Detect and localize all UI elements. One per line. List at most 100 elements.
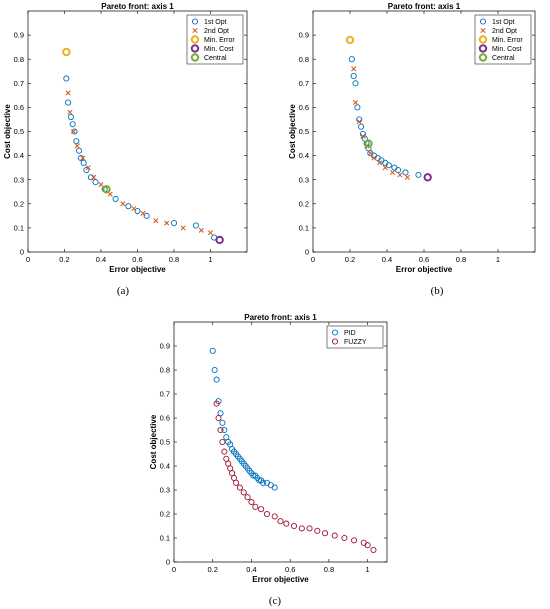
data-points [62, 47, 224, 245]
x-tick-label: 0 [172, 565, 176, 574]
data-point [232, 479, 240, 486]
data-point [69, 121, 76, 128]
legend-label: Min. Cost [492, 46, 522, 53]
data-point [415, 171, 422, 178]
y-tick-label: 0.3 [14, 175, 24, 184]
caption-c: (c) [269, 595, 282, 607]
data-point [215, 235, 224, 245]
x-tick-label: 1 [366, 565, 370, 574]
data-point [348, 56, 355, 63]
data-point [67, 113, 74, 121]
data-point [385, 162, 392, 169]
chart-title: Pareto front: axis 1 [244, 313, 317, 322]
data-point [306, 525, 313, 532]
data-point [207, 230, 214, 236]
data-point [164, 220, 170, 226]
data-point [364, 542, 371, 549]
x-tick-label: 0.4 [246, 565, 256, 574]
caption-a: (a) [117, 285, 130, 297]
caption-b: (b) [431, 285, 444, 297]
x-marker-stroke [382, 165, 388, 171]
data-points [209, 347, 377, 554]
data-point [91, 174, 97, 180]
x-marker-stroke [71, 128, 77, 135]
x-marker-stroke [367, 150, 373, 156]
data-point [125, 203, 132, 210]
data-point [377, 160, 383, 166]
y-tick-label: 0.3 [299, 175, 309, 184]
x-axis-label: Error objective [396, 265, 453, 274]
data-point [244, 494, 251, 501]
x-marker-stroke [85, 165, 91, 171]
x-tick-label: 0.8 [456, 255, 466, 264]
x-marker-stroke [371, 155, 377, 161]
data-point [74, 143, 80, 149]
x-tick-label: 0.2 [208, 565, 218, 574]
x-tick-label: 0.8 [324, 565, 334, 574]
legend-marker [331, 329, 339, 336]
x-marker-stroke [360, 133, 366, 139]
x-tick-label: 1 [496, 255, 500, 264]
legend-marker [331, 338, 339, 345]
legend-box [186, 14, 244, 65]
data-point [71, 128, 78, 135]
legend-marker [191, 18, 199, 25]
data-point [351, 66, 357, 72]
y-tick-label: 0.5 [160, 438, 170, 447]
data-point [291, 522, 298, 530]
x-tick-label: 1 [208, 255, 212, 264]
y-tick-label: 0.5 [299, 127, 309, 136]
data-point [131, 206, 137, 212]
series-1 [65, 90, 214, 236]
legend: PID FUZZY [326, 325, 384, 349]
series-4 [364, 139, 373, 148]
y-tick-label: 0.1 [299, 224, 309, 233]
y-tick-label: 0.1 [14, 224, 24, 233]
data-point [219, 438, 226, 446]
y-tick-label: 0.3 [160, 486, 170, 495]
data-point [67, 109, 73, 115]
data-point [283, 520, 290, 527]
x-marker-stroke [352, 100, 359, 106]
y-tick-label: 0.8 [160, 366, 170, 375]
chart-panel-b: 0 0.2 0.4 0.6 0.8 1 0 0.1 0.2 0.3 0.4 0.5 0.6 0.7 0.8 0… [288, 2, 536, 274]
data-point [350, 73, 357, 80]
y-tick-label: 0 [305, 248, 309, 257]
legend-label: Central [492, 55, 515, 62]
data-point [364, 139, 373, 148]
y-tick-label: 0.8 [299, 55, 309, 64]
x-marker-stroke [107, 191, 113, 197]
data-point [352, 100, 359, 106]
x-marker-stroke [140, 210, 146, 216]
data-point [271, 513, 278, 520]
data-point [170, 220, 178, 227]
data-point [134, 207, 141, 215]
data-point [77, 154, 84, 162]
series-2 [345, 35, 355, 45]
legend-marker [479, 18, 487, 25]
legend-box [326, 325, 384, 349]
data-point [371, 155, 377, 161]
data-point [215, 414, 222, 422]
data-point [298, 525, 305, 532]
x-axis-label: Error objective [109, 265, 166, 274]
y-tick-label: 0.7 [14, 79, 24, 88]
data-point [221, 426, 228, 434]
data-point [404, 174, 410, 180]
series-0 [63, 75, 218, 241]
data-point [65, 90, 71, 96]
x-marker-stroke [198, 227, 204, 233]
legend-marker [190, 44, 200, 53]
legend-label: 1st Opt [204, 19, 227, 26]
x-tick-label: 0.4 [382, 255, 392, 264]
y-axis-label: Cost objective [149, 414, 158, 469]
chart-title: Pareto front: axis 1 [388, 2, 461, 11]
x-marker-stroke [74, 143, 80, 149]
data-point [213, 400, 220, 407]
x-marker-stroke [351, 66, 357, 72]
data-point [277, 518, 284, 525]
legend-box [474, 14, 532, 65]
legend-marker [480, 27, 486, 34]
data-point [153, 218, 159, 224]
